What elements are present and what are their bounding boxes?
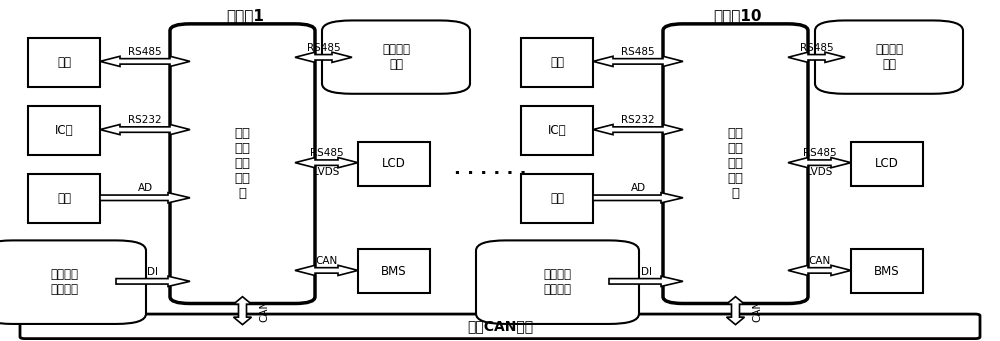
- Polygon shape: [295, 265, 358, 276]
- Polygon shape: [788, 158, 851, 168]
- Text: IC卡: IC卡: [548, 124, 566, 137]
- Polygon shape: [788, 265, 851, 276]
- Text: 充电桩1: 充电桩1: [226, 8, 264, 23]
- FancyBboxPatch shape: [358, 142, 430, 186]
- Polygon shape: [116, 276, 190, 286]
- Text: RS485: RS485: [800, 43, 833, 53]
- FancyBboxPatch shape: [851, 142, 923, 186]
- Polygon shape: [593, 193, 683, 203]
- Text: LVDS: LVDS: [313, 167, 340, 177]
- Text: 绝缘检测
模块: 绝缘检测 模块: [875, 43, 903, 71]
- FancyBboxPatch shape: [358, 249, 430, 293]
- FancyBboxPatch shape: [322, 20, 470, 94]
- FancyBboxPatch shape: [851, 249, 923, 293]
- Text: RS485: RS485: [128, 47, 162, 57]
- FancyBboxPatch shape: [20, 314, 980, 339]
- Text: RS485: RS485: [307, 43, 340, 53]
- FancyBboxPatch shape: [476, 240, 639, 324]
- Polygon shape: [593, 56, 683, 66]
- Text: · · · · · ·: · · · · · ·: [454, 165, 526, 183]
- Text: AD: AD: [630, 183, 646, 193]
- FancyBboxPatch shape: [521, 174, 593, 223]
- Polygon shape: [295, 158, 358, 168]
- Text: RS485: RS485: [803, 148, 836, 158]
- Text: CAN: CAN: [260, 299, 270, 322]
- Text: 枪温: 枪温: [57, 192, 71, 205]
- Text: RS485: RS485: [621, 47, 655, 57]
- FancyBboxPatch shape: [170, 24, 315, 303]
- FancyBboxPatch shape: [521, 106, 593, 155]
- Polygon shape: [726, 297, 744, 325]
- Text: 国网
计费
单元
控制
器: 国网 计费 单元 控制 器: [728, 127, 744, 200]
- Text: AD: AD: [137, 183, 153, 193]
- Text: RS232: RS232: [128, 115, 162, 125]
- Text: LCD: LCD: [875, 157, 899, 170]
- Text: 电表: 电表: [550, 56, 564, 69]
- Text: 国网
计费
单元
控制
器: 国网 计费 单元 控制 器: [234, 127, 250, 200]
- Text: LCD: LCD: [382, 157, 406, 170]
- FancyBboxPatch shape: [28, 106, 100, 155]
- Text: 国标插枪
检测电路: 国标插枪 检测电路: [50, 268, 78, 296]
- Polygon shape: [593, 124, 683, 135]
- Polygon shape: [100, 193, 190, 203]
- Text: BMS: BMS: [874, 265, 900, 278]
- Polygon shape: [609, 276, 683, 286]
- FancyBboxPatch shape: [663, 24, 808, 303]
- FancyBboxPatch shape: [815, 20, 963, 94]
- Text: 绝缘检测
模块: 绝缘检测 模块: [382, 43, 410, 71]
- Text: CAN: CAN: [315, 256, 338, 266]
- Text: IC卡: IC卡: [55, 124, 73, 137]
- Polygon shape: [788, 52, 845, 62]
- Polygon shape: [100, 56, 190, 66]
- Text: 枪温: 枪温: [550, 192, 564, 205]
- Polygon shape: [233, 297, 252, 325]
- FancyBboxPatch shape: [521, 38, 593, 87]
- FancyBboxPatch shape: [0, 240, 146, 324]
- Polygon shape: [295, 52, 352, 62]
- Text: RS232: RS232: [621, 115, 655, 125]
- Text: 电表: 电表: [57, 56, 71, 69]
- Text: BMS: BMS: [381, 265, 407, 278]
- Text: 国标插枪
检测电路: 国标插枪 检测电路: [544, 268, 572, 296]
- Text: RS485: RS485: [310, 148, 343, 158]
- Text: DI: DI: [640, 267, 652, 277]
- Text: CAN: CAN: [753, 299, 763, 322]
- Text: DI: DI: [148, 267, 158, 277]
- Polygon shape: [100, 124, 190, 135]
- Text: CAN: CAN: [808, 256, 831, 266]
- Text: 充电桩10: 充电桩10: [714, 8, 762, 23]
- Text: 机桩CAN总线: 机桩CAN总线: [467, 319, 533, 333]
- Text: LVDS: LVDS: [806, 167, 833, 177]
- FancyBboxPatch shape: [28, 174, 100, 223]
- FancyBboxPatch shape: [28, 38, 100, 87]
